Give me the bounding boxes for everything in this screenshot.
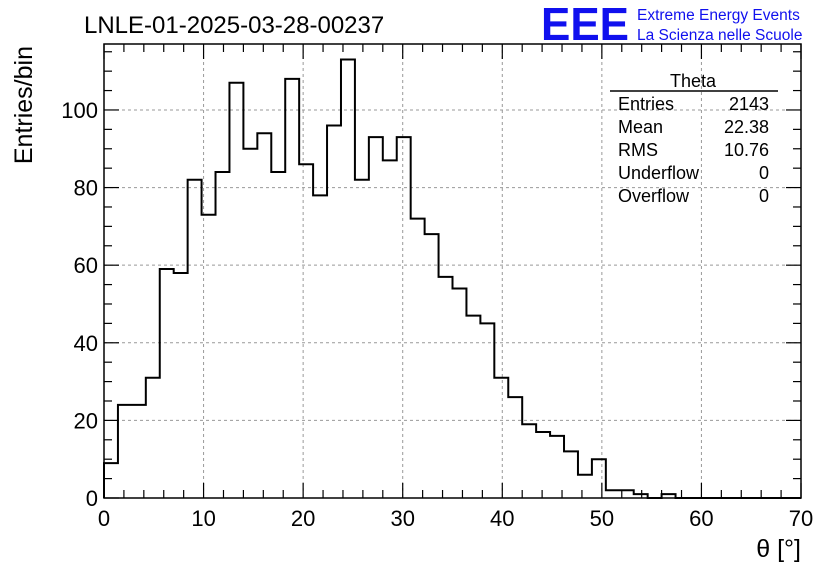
x-tick-label: 20 [291,506,315,531]
y-tick-label: 100 [61,98,98,123]
stats-title: Theta [670,71,717,91]
histogram-bin [411,219,425,498]
eee-logo: EEE [541,0,629,50]
histogram-bin [425,234,439,498]
histogram-bin [369,137,383,498]
histogram-bin [578,475,592,498]
stats-row-label: RMS [618,140,658,160]
histogram-bin [508,397,522,498]
histogram-bin [383,160,397,498]
grid-lines [104,44,801,498]
stats-row-value: 0 [759,186,769,206]
histogram-bin [174,273,188,498]
histogram-bin [132,405,146,498]
histogram-bin [104,463,118,498]
y-tick-label: 40 [74,331,98,356]
stats-row-label: Entries [618,94,674,114]
histogram-bin [299,164,313,498]
x-tick-label: 50 [590,506,614,531]
histogram-bin [453,288,467,498]
axis-ticks [103,44,802,499]
histogram-bin [229,83,243,498]
stats-row-value: 0 [759,163,769,183]
brand-line-2: La Scienza nelle Scuole [637,27,802,44]
histogram-bin [480,323,494,498]
histogram-bin [439,277,453,498]
histogram-bin [327,125,341,498]
histogram-bin [397,137,411,498]
histogram-bin [257,133,271,498]
histogram-bin [188,180,202,498]
histogram-outline [103,58,801,499]
y-tick-label: 80 [74,176,98,201]
histogram-bin [536,432,550,498]
plot-frame [103,43,802,499]
stats-box: Theta Entries 2143 Mean 22.38 RMS 10.76 Underf… [610,71,778,206]
y-axis-label: Entries/bin [10,46,38,164]
x-tick-label: 30 [390,506,414,531]
x-tick-label: 70 [789,506,813,531]
histogram-bin [146,378,160,498]
histogram-bin [606,490,620,498]
y-tick-label: 20 [74,408,98,433]
stats-row-label: Mean [618,117,663,137]
histogram-bin [564,451,578,498]
histogram-bin [243,149,257,498]
histogram-bin [285,79,299,498]
histogram-bin [271,172,285,498]
histogram-bin [522,424,536,498]
x-tick-label: 10 [191,506,215,531]
brand-line-1: Extreme Energy Events [637,7,800,24]
histogram-bin [341,60,355,498]
stats-row-value: 10.76 [724,140,769,160]
histogram-bin [355,180,369,498]
stats-row-label: Underflow [618,163,700,183]
y-tick-label: 60 [74,253,98,278]
stats-row-value: 2143 [729,94,769,114]
x-tick-label: 40 [490,506,514,531]
stats-row-label: Overflow [618,186,690,206]
x-tick-label: 0 [98,506,110,531]
stats-rows: Entries 2143 Mean 22.38 RMS 10.76 Underflow 0 Ov… [618,94,769,206]
x-tick-label: 60 [689,506,713,531]
x-axis-label: θ [°] [756,535,801,563]
histogram-bin [118,405,132,498]
histogram-bin [160,269,174,498]
brand-block: EEE Extreme Energy Events La Scienza nel… [541,0,802,50]
histogram-bin [494,378,508,498]
x-tick-labels: 0 10 20 30 40 50 60 70 [98,506,813,531]
histogram-bin [592,459,606,498]
histogram-bin [216,172,230,498]
chart-title: LNLE-01-2025-03-28-00237 [84,12,384,39]
histogram-bin [550,436,564,498]
y-tick-labels: 0 20 40 60 80 100 [61,98,98,511]
histogram-bins [103,58,801,499]
stats-row-value: 22.38 [724,117,769,137]
histogram-bin [313,195,327,498]
y-tick-label: 0 [86,486,98,511]
